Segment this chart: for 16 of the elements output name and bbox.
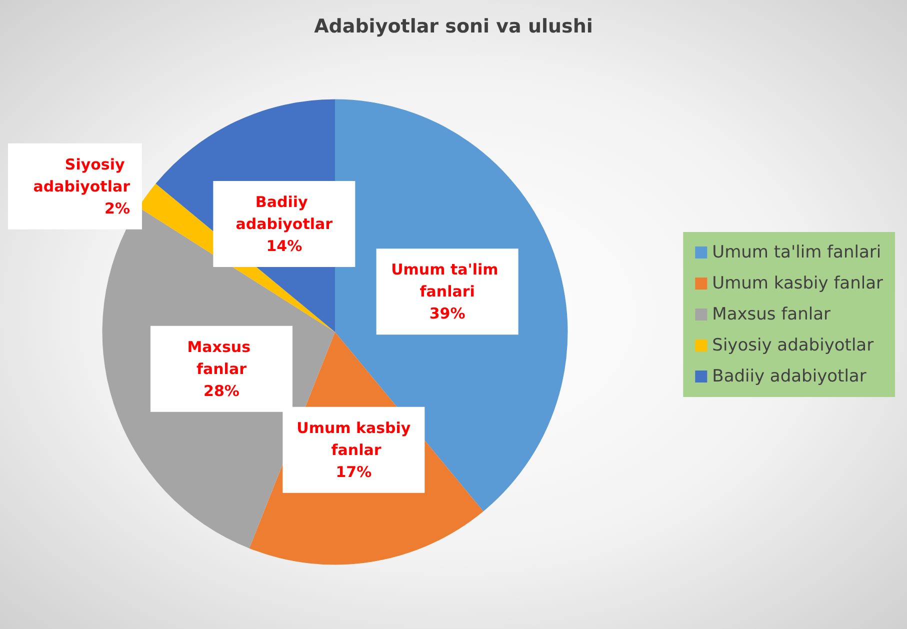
data-label: 14% <box>266 236 302 255</box>
slice-label: Badiiy adabiyotlar <box>236 192 334 233</box>
data-label: 17% <box>336 462 372 481</box>
legend-label: Umum ta'lim fanlari <box>712 242 882 262</box>
legend-label: Siyosiy adabiyotlar <box>712 336 874 356</box>
slice-label: Maxsus fanlar <box>187 338 256 378</box>
slice-label: Siyosiy adabiyotlar <box>33 155 131 196</box>
chart-title: Adabiyotlar soni va ulushi <box>314 16 593 38</box>
data-label: 2% <box>104 199 130 218</box>
slice-label: Umum ta'lim fanlari <box>391 260 504 301</box>
legend-label: Badiiy adabiyotlar <box>712 366 866 386</box>
legend-label: Umum kasbiy fanlar <box>712 274 884 294</box>
data-label: 39% <box>429 304 466 323</box>
legend-label: Maxsus fanlar <box>712 304 831 324</box>
data-label: 28% <box>204 382 240 400</box>
slice-label: Umum kasbiy fanlar <box>296 418 411 459</box>
